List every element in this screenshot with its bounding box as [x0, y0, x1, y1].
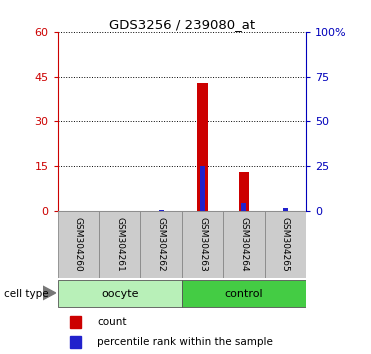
FancyBboxPatch shape [223, 211, 265, 278]
FancyBboxPatch shape [58, 211, 99, 278]
Text: oocyte: oocyte [101, 289, 138, 299]
FancyBboxPatch shape [265, 211, 306, 278]
Bar [70, 316, 81, 328]
FancyBboxPatch shape [182, 280, 306, 307]
Bar [283, 208, 288, 211]
Text: GSM304263: GSM304263 [198, 217, 207, 272]
Text: percentile rank within the sample: percentile rank within the sample [97, 337, 273, 347]
Bar [197, 82, 208, 211]
Bar [239, 172, 249, 211]
Text: GSM304262: GSM304262 [157, 217, 165, 272]
FancyBboxPatch shape [140, 211, 182, 278]
FancyBboxPatch shape [99, 211, 140, 278]
Text: control: control [224, 289, 263, 299]
Text: GSM304261: GSM304261 [115, 217, 124, 272]
Bar [70, 336, 81, 348]
Polygon shape [43, 286, 56, 300]
FancyBboxPatch shape [58, 280, 182, 307]
Text: GSM304265: GSM304265 [281, 217, 290, 272]
Title: GDS3256 / 239080_at: GDS3256 / 239080_at [109, 18, 255, 31]
Text: cell type: cell type [4, 289, 48, 299]
Bar [158, 210, 164, 211]
Bar [242, 204, 246, 211]
FancyBboxPatch shape [182, 211, 223, 278]
Text: GSM304264: GSM304264 [239, 217, 249, 272]
Bar [200, 166, 205, 211]
Text: count: count [97, 317, 127, 327]
Text: GSM304260: GSM304260 [74, 217, 83, 272]
